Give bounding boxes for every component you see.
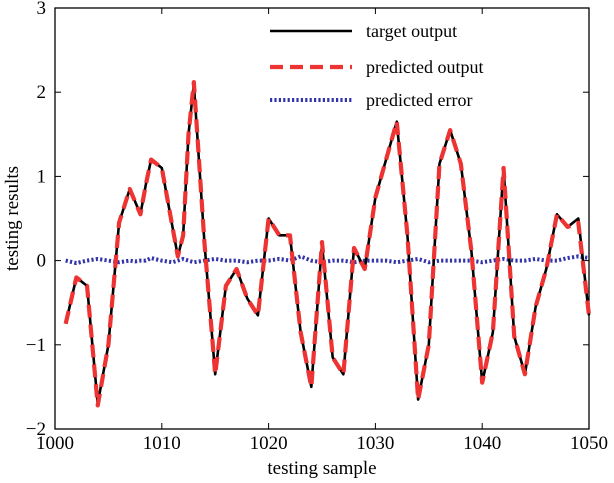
y-tick-label: 2 [37, 82, 47, 103]
x-tick-label: 1010 [143, 433, 181, 454]
x-tick-label: 1000 [36, 433, 74, 454]
x-tick-label: 1040 [463, 433, 501, 454]
y-tick-label: −2 [26, 419, 46, 440]
y-tick-label: −1 [26, 335, 46, 356]
series-layer [63, 80, 592, 408]
legend-label-predicted-output: predicted output [366, 57, 483, 77]
legend: target output predicted output predicted e… [270, 21, 483, 110]
series-line-target-output [64, 82, 591, 406]
x-tick-label: 1030 [356, 433, 394, 454]
series-line-predicted-output [63, 80, 592, 408]
plot-frame [54, 7, 590, 430]
axis-ticks [54, 7, 590, 430]
x-tick-label: 1050 [570, 433, 608, 454]
legend-label-target-output: target output [366, 21, 457, 41]
plot-area [54, 7, 592, 430]
series-line-predicted-error [65, 254, 590, 266]
x-axis-label: testing sample [267, 458, 376, 479]
x-tick-label: 1020 [250, 433, 288, 454]
y-tick-label: 0 [37, 251, 47, 272]
y-tick-label: 1 [37, 166, 47, 187]
y-tick-label: 3 [37, 0, 47, 19]
tick-labels: 1000 1010 1020 1030 1040 1050 −2 −1 0 1 2 3 [26, 0, 608, 454]
y-axis-label: testing results [2, 166, 23, 271]
legend-label-predicted-error: predicted error [366, 90, 472, 110]
